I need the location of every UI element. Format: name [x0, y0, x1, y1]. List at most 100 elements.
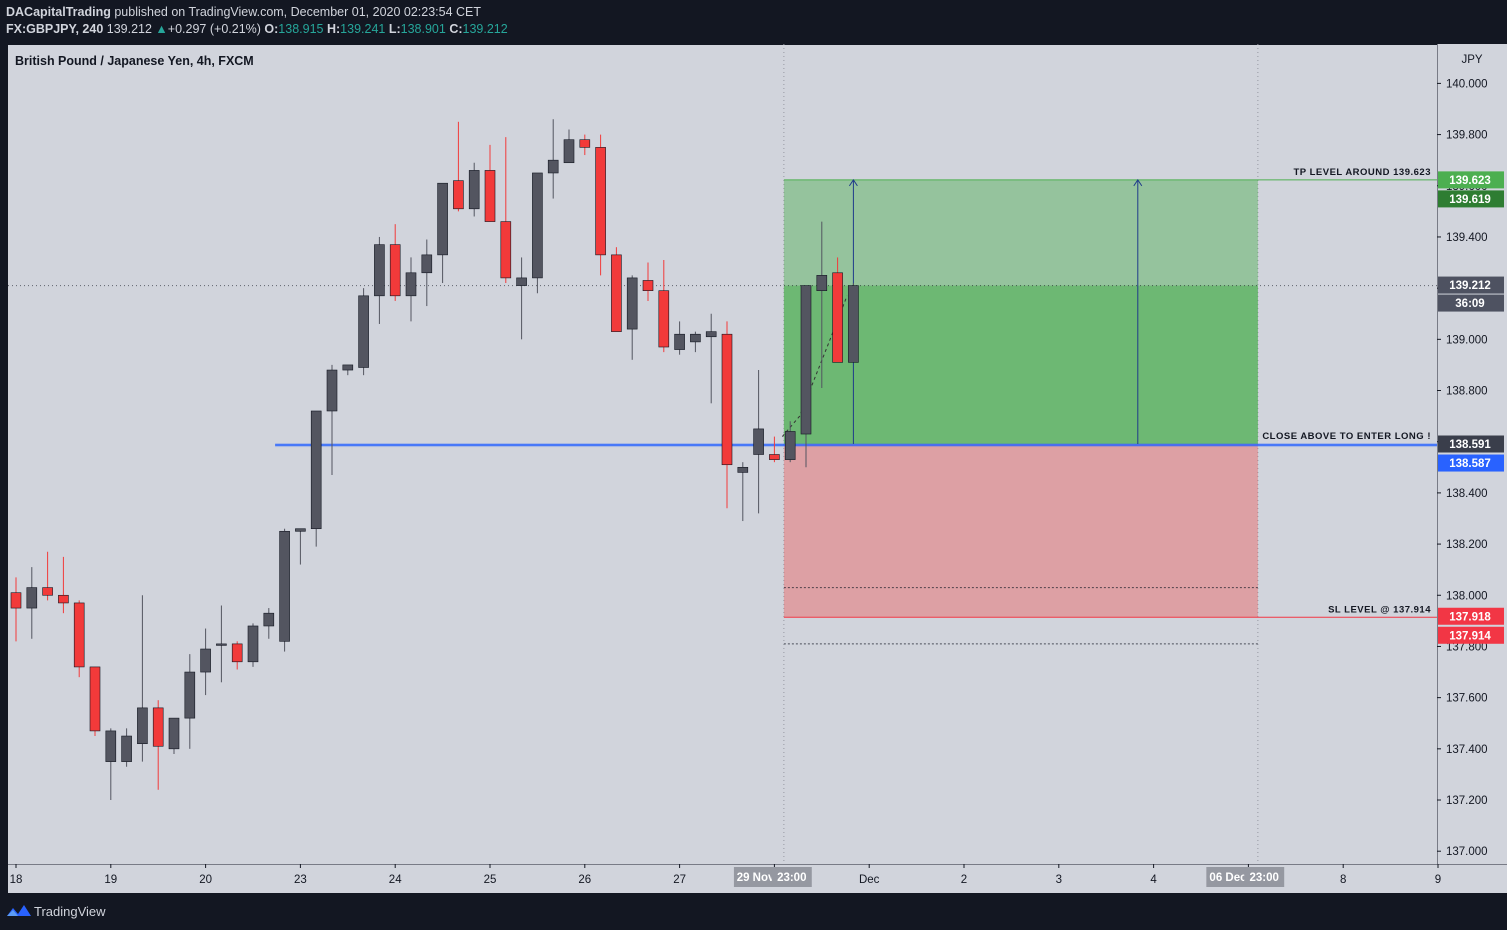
candle-body [358, 295, 369, 368]
candle-body [468, 170, 480, 210]
time-label: 23:00 [1249, 872, 1278, 884]
chart-left-border [0, 44, 8, 893]
y-tick-label: 137.600 [1446, 693, 1488, 705]
candle-body [216, 643, 227, 646]
price-label-box [1438, 190, 1504, 208]
price-label: 139.619 [1449, 194, 1491, 206]
close-value: 139.212 [462, 22, 508, 36]
candle-body [563, 139, 575, 164]
publish-info: DACapitalTrading published on TradingVie… [6, 5, 481, 19]
candle-body [674, 333, 685, 350]
candle-body [642, 280, 654, 291]
x-tick-label: 2 [961, 874, 967, 886]
open-value: 138.915 [278, 22, 324, 36]
tp-arrow-head [1133, 178, 1143, 187]
candle-body [200, 648, 211, 673]
candle-body [184, 671, 196, 719]
open-label: O: [264, 22, 279, 36]
x-tick-label: 26 [578, 874, 591, 886]
candle-body [595, 147, 606, 256]
candle-body [58, 594, 69, 604]
symbol[interactable]: FX:GBPJPY, 240 [6, 22, 104, 36]
candle-body [10, 592, 22, 609]
candle-body [42, 587, 53, 596]
x-tick-label: Dec [859, 874, 880, 886]
candle-body [105, 730, 117, 762]
candle-body [26, 587, 38, 609]
candle-body [769, 454, 780, 460]
candle-body [279, 530, 290, 642]
y-tick-label: 138.800 [1446, 386, 1488, 398]
candle-body [832, 272, 843, 363]
candle-body [579, 139, 591, 148]
candle-body [753, 428, 764, 455]
footer-bar: TradingView [0, 893, 1507, 930]
price-label-box [1438, 607, 1504, 625]
price-label: 36:09 [1455, 298, 1484, 310]
candle-body [547, 159, 559, 174]
time-label: 23:00 [777, 872, 806, 884]
x-tick-label: 9 [1435, 874, 1441, 886]
x-tick-label: 18 [10, 874, 23, 886]
filled-profit-zone [783, 285, 1258, 445]
candle-body [247, 625, 259, 663]
brand-name[interactable]: TradingView [34, 904, 106, 919]
price-change: +0.297 (+0.21%) [167, 22, 261, 36]
candle-body [484, 170, 496, 222]
price-chart[interactable]: British Pound / Japanese Yen, 4h, FXCM JP… [0, 44, 1507, 893]
candle-body [168, 717, 180, 750]
candle-body [73, 602, 85, 668]
price-label-box [1438, 626, 1504, 644]
price-label: 138.587 [1449, 458, 1491, 470]
candle-body [342, 364, 354, 371]
price-label-box [1438, 171, 1504, 189]
change-arrow-icon: ▲ [155, 22, 168, 36]
price-label-box [1438, 454, 1504, 472]
candle-body [263, 612, 275, 627]
y-tick-label: 140.000 [1446, 78, 1488, 90]
candle-body [121, 735, 132, 762]
candle-body [295, 528, 306, 532]
sl-annotation: SL LEVEL @ 137.914 [1328, 604, 1431, 615]
candle-body [626, 277, 638, 330]
candle-body [89, 666, 101, 732]
low-value: 138.901 [400, 22, 446, 36]
candle-body [389, 244, 401, 297]
x-tick-label: 19 [104, 874, 117, 886]
time-label-box [1244, 867, 1285, 887]
x-tick-label: 25 [484, 874, 497, 886]
candle-body [516, 277, 527, 286]
candle-body [737, 466, 749, 473]
candle-body [137, 707, 148, 745]
candle-body [231, 643, 243, 663]
candle-body [421, 254, 433, 274]
high-value: 139.241 [340, 22, 386, 36]
candle-body [721, 333, 733, 466]
chart-title: British Pound / Japanese Yen, 4h, FXCM [15, 54, 254, 68]
candle-body [405, 272, 417, 297]
candle-body [611, 254, 622, 332]
stop-zone [783, 444, 1258, 618]
price-label-box [1438, 276, 1504, 294]
candle-body [437, 182, 448, 256]
candle-body [848, 285, 859, 363]
author-name[interactable]: DACapitalTrading [6, 5, 111, 19]
tradingview-logo-icon[interactable] [6, 902, 32, 920]
x-tick-label: 23 [294, 874, 307, 886]
price-label: 137.918 [1449, 611, 1491, 623]
candle-body [705, 331, 717, 338]
candle-body [500, 221, 512, 279]
currency-label: JPY [1461, 54, 1482, 66]
y-tick-label: 138.200 [1446, 539, 1488, 551]
price-label-box [1438, 435, 1504, 453]
time-label-box [771, 867, 812, 887]
y-tick-label: 137.800 [1446, 641, 1488, 653]
x-tick-label: 24 [389, 874, 402, 886]
candle-body [310, 410, 322, 530]
y-tick-label: 138.400 [1446, 488, 1488, 500]
tp-annotation: TP LEVEL AROUND 139.623 [1293, 167, 1431, 178]
price-label: 139.623 [1449, 175, 1491, 187]
price-label: 137.914 [1449, 630, 1491, 642]
price-label-box [1438, 294, 1504, 312]
y-tick-label: 139.800 [1446, 130, 1488, 142]
